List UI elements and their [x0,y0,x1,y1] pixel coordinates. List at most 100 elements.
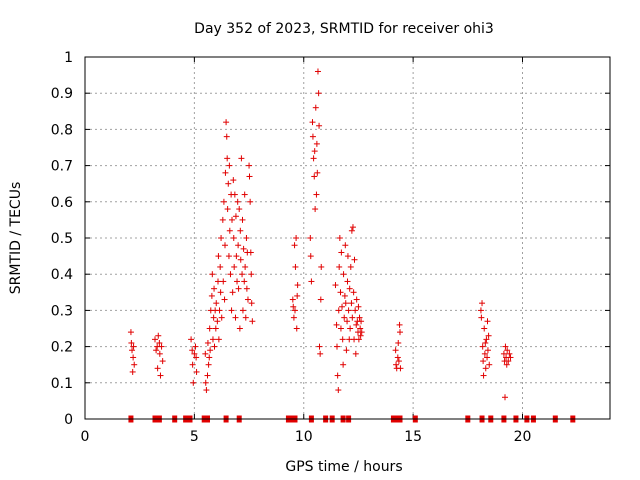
data-point [158,343,165,350]
data-point [340,361,347,368]
data-point [392,347,399,354]
data-point [228,307,235,314]
data-point [356,314,363,321]
data-point [504,347,511,354]
data-point [293,325,300,332]
x-axis-label: GPS time / hours [285,459,402,475]
x-tick-label: 5 [190,429,199,445]
data-point [309,133,316,140]
data-point [316,122,323,129]
data-point [218,235,225,241]
y-tick-label: 0.3 [51,303,73,319]
data-point [348,227,355,234]
data-point [156,350,163,357]
data-point [479,343,486,350]
data-point [336,263,343,270]
data-point [226,162,233,169]
data-point [130,354,137,361]
data-point [344,253,351,260]
data-point [485,332,492,339]
data-point [231,263,238,270]
data-point [342,242,349,249]
data-point [337,325,344,332]
data-point [311,173,318,180]
y-tick-label: 1 [64,50,73,66]
y-tick-label: 0.6 [51,195,73,211]
data-point [222,242,228,249]
data-point [393,361,400,368]
data-point [503,361,510,368]
data-point [309,119,316,126]
data-point [481,325,488,332]
data-point [484,318,491,325]
y-tick-label: 0.2 [51,340,73,356]
data-point [210,314,217,321]
data-point [219,216,226,223]
data-point [223,119,230,126]
data-point [152,336,158,343]
data-point [154,365,161,372]
data-point [481,350,488,357]
data-point [477,307,484,314]
data-point [193,354,200,361]
data-point [242,314,249,321]
data-point [352,307,359,314]
data-point [203,387,210,394]
x-tick-label: 0 [81,429,90,445]
data-point [231,191,238,198]
data-point [249,318,256,325]
data-point [480,358,487,365]
data-point [242,263,249,270]
data-point [338,249,345,256]
data-point [339,303,346,310]
data-point [307,253,314,260]
data-point [246,173,253,180]
data-point [358,329,365,336]
data-point [311,148,318,155]
data-points [127,68,576,423]
data-point [159,358,166,365]
data-point [215,278,221,285]
data-point [293,235,300,241]
data-point [129,347,136,354]
data-point [230,235,237,241]
data-point [397,365,404,372]
data-point [241,191,248,198]
data-point [294,292,301,299]
data-point [345,307,352,314]
data-point [312,104,319,111]
data-point [212,325,219,332]
data-point [223,133,230,140]
x-tick-label: 20 [514,429,532,445]
data-point [479,300,486,307]
data-point [506,350,513,357]
data-point [232,213,239,220]
data-point [500,350,507,357]
x-tick-label: 10 [295,429,313,445]
data-point [239,307,246,314]
data-point [482,365,489,372]
data-point [156,339,163,346]
data-point [342,300,349,307]
data-point [335,307,342,314]
data-point [234,278,241,285]
data-point [355,336,362,343]
data-point [207,347,214,354]
y-tick-label: 0.4 [51,267,73,283]
data-point [307,235,314,241]
data-point [396,321,403,328]
data-point [202,350,209,357]
plot-frame [84,56,611,420]
data-point [313,191,320,198]
data-point [358,318,365,325]
data-point [482,339,489,346]
data-point [157,372,164,379]
grid [85,57,610,419]
data-point [349,224,356,231]
data-point [188,336,195,343]
data-point [229,216,235,223]
data-point [339,336,346,343]
data-point [246,162,253,169]
data-point [316,343,323,350]
